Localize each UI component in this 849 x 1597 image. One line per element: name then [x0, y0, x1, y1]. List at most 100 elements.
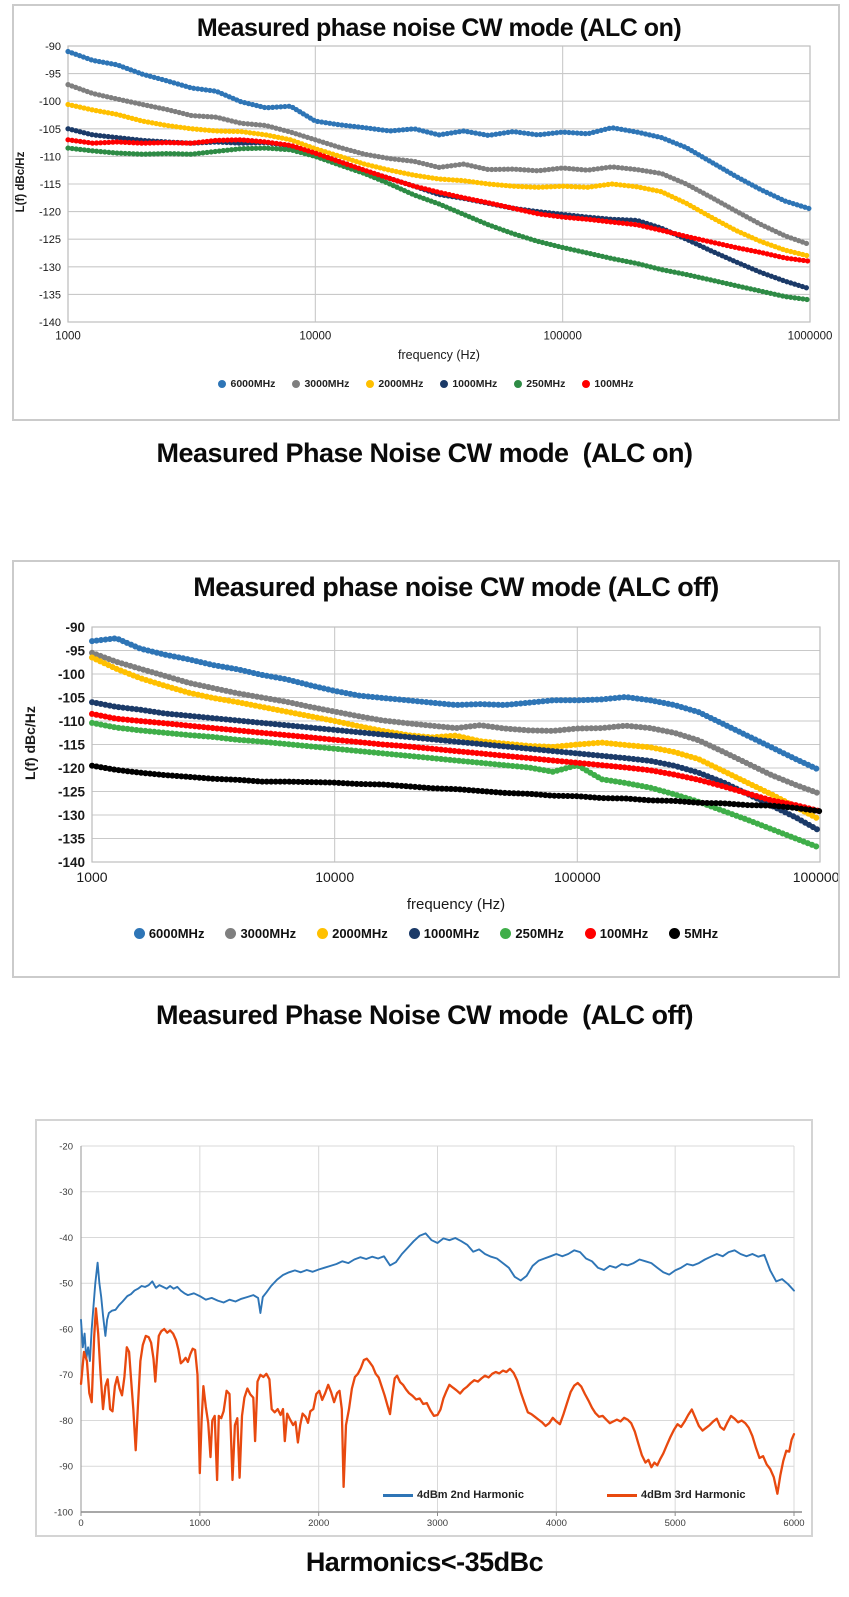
svg-text:-40: -40 — [59, 1233, 73, 1244]
svg-text:-100: -100 — [54, 1507, 73, 1518]
chart-title-alc-off: Measured phase noise CW mode (ALC off) — [193, 572, 719, 602]
phase-noise-alc-on-plot: -90 -95 -100 -105 -110 -115 -120 -125 -130 -135 -1… — [39, 41, 833, 343]
svg-text:1000: 1000 — [55, 331, 81, 343]
svg-text:1000: 1000 — [76, 869, 107, 885]
legend-marker-dot — [218, 380, 227, 388]
svg-text:-120: -120 — [39, 207, 61, 219]
legend-marker-dot — [500, 928, 512, 939]
chart-panel-alc-off: Measured phase noise CW mode (ALC off) -… — [12, 560, 840, 978]
legend-item: 3000MHz — [225, 926, 296, 941]
svg-text:-90: -90 — [59, 1462, 73, 1473]
legend-alc-on: 6000MHz 3000MHz 2000MHz 1000MHz 250MHz 100MHz — [14, 378, 838, 390]
svg-text:-140: -140 — [58, 855, 85, 870]
phase-noise-alc-off-plot: -90 -95 -100 -105 -110 -115 -120 -125 -130 -135 -1… — [58, 620, 838, 885]
legend-item: 250MHz — [514, 378, 565, 390]
caption-alc-off: Measured Phase Noise CW mode (ALC off) — [155, 1000, 694, 1030]
svg-text:-100: -100 — [39, 96, 61, 108]
svg-text:-125: -125 — [58, 784, 86, 799]
svg-text:10000: 10000 — [315, 869, 354, 885]
svg-text:6000: 6000 — [783, 1518, 804, 1529]
legend-marker-dot — [669, 928, 681, 939]
svg-text:1000000: 1000000 — [788, 331, 833, 343]
legend-item-3rd-harmonic: 4dBm 3rd Harmonic — [607, 1489, 746, 1501]
svg-text:-80: -80 — [59, 1416, 73, 1427]
legend-label-3rd: 4dBm 3rd Harmonic — [641, 1489, 746, 1501]
caption-alc-on: Measured Phase Noise CW mode (ALC on) — [156, 438, 693, 468]
svg-text:4000: 4000 — [546, 1518, 567, 1529]
svg-text:-120: -120 — [58, 761, 85, 776]
x-axis-label-alc-on: frequency (Hz) — [398, 348, 480, 362]
legend-label: 100MHz — [594, 378, 634, 390]
svg-text:-135: -135 — [39, 289, 61, 301]
legend-item: 1000MHz — [408, 926, 479, 941]
legend-item: 250MHz — [500, 926, 564, 941]
chart-panel-harmonics: -20 -30 -40 -50 -60 -70 -80 -90 -100 0 1000 2000 300… — [35, 1119, 813, 1537]
legend-label: 250MHz — [515, 926, 564, 941]
svg-text:-90: -90 — [65, 620, 85, 635]
legend-marker-dot — [317, 928, 329, 939]
legend-label: 3000MHz — [304, 378, 350, 390]
legend-item: 2000MHz — [317, 926, 388, 941]
legend-label: 6000MHz — [148, 926, 205, 941]
svg-text:-20: -20 — [59, 1141, 73, 1152]
harmonics-plot: -20 -30 -40 -50 -60 -70 -80 -90 -100 0 1000 2000 300… — [54, 1141, 805, 1529]
svg-text:-50: -50 — [59, 1279, 73, 1290]
svg-text:-110: -110 — [40, 151, 61, 163]
chart-panel-alc-on: Measured phase noise CW mode (ALC on) -9… — [12, 4, 840, 421]
y-axis-label-alc-on: L(f) dBc/Hz — [15, 151, 27, 213]
legend-item-2nd-harmonic: 4dBm 2nd Harmonic — [383, 1489, 524, 1501]
legend-label: 100MHz — [599, 926, 649, 941]
svg-text:-95: -95 — [45, 69, 61, 81]
legend-marker-dot — [133, 928, 145, 939]
chart-title-alc-on: Measured phase noise CW mode (ALC on) — [196, 14, 682, 42]
legend-alc-off: 6000MHz 3000MHz 2000MHz 1000MHz 250MHz 100MHz… — [14, 926, 838, 941]
legend-line-swatch-3rd — [607, 1493, 637, 1497]
svg-text:-105: -105 — [58, 690, 86, 705]
svg-text:3000: 3000 — [427, 1518, 448, 1529]
svg-text:5000: 5000 — [665, 1518, 686, 1529]
svg-text:-30: -30 — [59, 1187, 73, 1198]
svg-text:-60: -60 — [59, 1324, 73, 1335]
legend-item: 100MHz — [584, 926, 649, 941]
legend-marker-dot — [225, 928, 237, 939]
legend-item: 6000MHz — [218, 378, 275, 390]
legend-label: 250MHz — [526, 378, 566, 390]
legend-item: 3000MHz — [292, 378, 349, 390]
legend-label: 2000MHz — [332, 926, 388, 941]
legend-item: 100MHz — [582, 378, 634, 390]
svg-text:2000: 2000 — [308, 1518, 329, 1529]
legend-label: 6000MHz — [230, 378, 276, 390]
legend-label-2nd: 4dBm 2nd Harmonic — [417, 1489, 524, 1501]
y-axis-label-alc-off: L(f) dBc/Hz — [22, 706, 38, 780]
legend-item: 2000MHz — [366, 378, 423, 390]
legend-line-swatch-2nd — [383, 1493, 413, 1497]
legend-marker-dot — [408, 928, 420, 939]
svg-text:-135: -135 — [58, 831, 86, 846]
svg-text:-100: -100 — [58, 667, 85, 682]
svg-text:-115: -115 — [40, 179, 61, 191]
legend-label: 1000MHz — [452, 378, 498, 390]
legend-item: 6000MHz — [133, 926, 205, 941]
svg-text:-90: -90 — [45, 41, 61, 53]
svg-text:-140: -140 — [39, 317, 61, 329]
svg-text:-115: -115 — [59, 737, 86, 752]
legend-marker-dot — [292, 380, 301, 388]
svg-text:100000: 100000 — [543, 331, 581, 343]
svg-text:0: 0 — [78, 1518, 83, 1529]
svg-text:1000: 1000 — [189, 1518, 210, 1529]
svg-text:-105: -105 — [39, 124, 61, 136]
legend-marker-dot — [584, 928, 596, 939]
svg-text:-130: -130 — [58, 808, 85, 823]
x-axis-label-alc-off: frequency (Hz) — [406, 896, 506, 913]
svg-text:100000: 100000 — [554, 869, 601, 885]
svg-text:-125: -125 — [39, 234, 61, 246]
svg-text:-110: -110 — [59, 714, 85, 729]
svg-text:10000: 10000 — [299, 331, 331, 343]
legend-marker-dot — [366, 380, 375, 388]
svg-text:-130: -130 — [39, 262, 61, 274]
legend-item: 1000MHz — [440, 378, 497, 390]
legend-marker-dot — [514, 380, 523, 388]
caption-harmonics: Harmonics<-35dBc — [305, 1547, 544, 1577]
legend-label: 3000MHz — [240, 926, 297, 941]
